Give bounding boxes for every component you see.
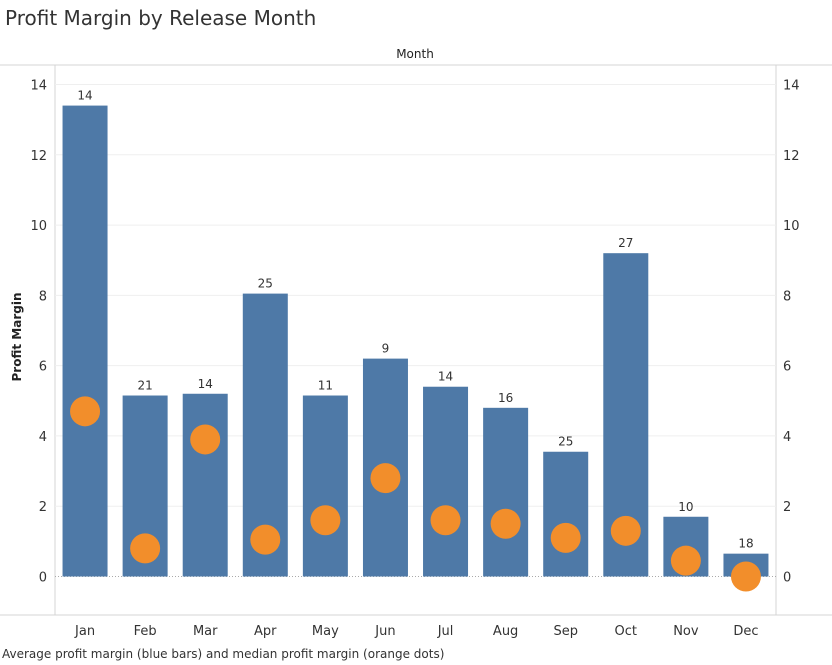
x-axis-title: Month [396,47,434,61]
median-dot [70,396,101,427]
x-tick-label: Jun [374,624,395,639]
x-tick-label: Jul [437,624,454,639]
y-axis-title: Profit Margin [10,293,24,382]
data-label: 10 [678,500,693,514]
data-label: 27 [618,236,633,250]
y-tick-label-left: 4 [39,430,47,445]
median-dot [670,545,701,576]
x-tick-label: Sep [553,624,578,639]
median-dot-series [70,396,761,592]
x-tick-label: May [312,624,339,639]
median-dot [130,533,161,564]
median-dot [550,522,581,553]
bar [182,393,228,577]
y-tick-label-right: 14 [783,79,800,94]
bar [543,451,589,577]
y-tick-label-left: 12 [30,149,47,164]
data-label: 14 [438,370,453,384]
y-tick-label-right: 12 [783,149,800,164]
median-dot [250,524,281,555]
y-tick-label-left: 0 [39,571,47,586]
axis-ticks: 0 2 4 6 8 10 12 14 0 2 4 6 8 10 12 14 Jan Feb Mar Apr May Jun… [30,79,799,640]
x-tick-label: Aug [493,624,518,639]
x-tick-label: Jan [74,624,95,639]
y-tick-label-right: 10 [783,219,800,234]
y-tick-label-left: 6 [39,360,47,375]
data-label: 14 [77,89,92,103]
data-label: 25 [558,435,573,449]
x-tick-label: Dec [733,624,758,639]
data-label: 21 [137,379,152,393]
data-labels: 14 21 14 25 11 9 14 16 25 27 10 18 [77,89,753,551]
median-dot [370,463,401,494]
y-tick-label-right: 8 [783,289,791,304]
median-dot [610,515,641,546]
y-tick-label-left: 10 [30,219,47,234]
bar-series [62,105,769,577]
bar [483,407,529,577]
gridlines [55,84,776,577]
x-tick-label: Apr [254,624,277,639]
data-label: 14 [198,377,213,391]
x-tick-label: Oct [615,624,637,639]
bar [302,395,348,577]
median-dot [730,561,761,592]
median-dot [190,424,221,455]
y-tick-label-left: 2 [39,500,47,515]
median-dot [490,508,521,539]
data-label: 18 [738,537,753,551]
bar [62,105,108,577]
x-tick-label: Nov [673,624,699,639]
bar [423,386,469,577]
data-label: 9 [382,342,390,356]
y-tick-label-right: 0 [783,571,791,586]
data-label: 11 [318,379,333,393]
data-label: 16 [498,391,513,405]
median-dot [310,505,341,536]
y-tick-label-right: 4 [783,430,791,445]
x-tick-label: Mar [193,624,218,639]
y-tick-label-left: 14 [30,79,47,94]
y-tick-label-right: 2 [783,500,791,515]
x-tick-label: Feb [134,624,157,639]
chart-title: Profit Margin by Release Month [5,6,317,30]
median-dot [430,505,461,536]
data-label: 25 [258,277,273,291]
chart-caption: Average profit margin (blue bars) and me… [2,647,445,661]
plot-frame [0,64,832,616]
y-tick-label-left: 8 [39,289,47,304]
y-tick-label-right: 6 [783,360,791,375]
